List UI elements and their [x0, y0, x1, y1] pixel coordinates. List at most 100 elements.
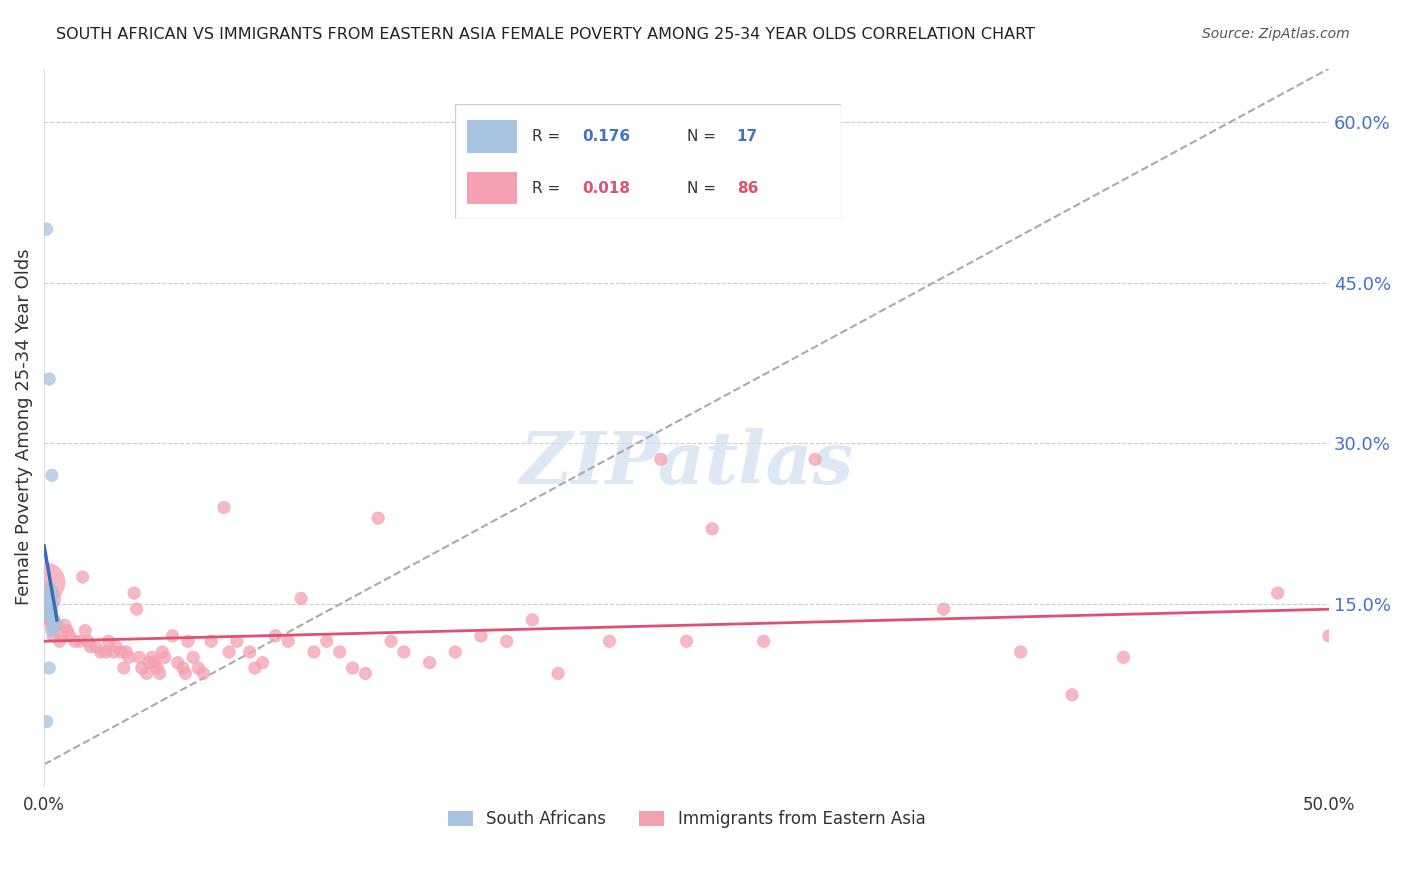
Point	[122, 586, 145, 600]
Point	[315, 634, 337, 648]
Point	[37, 597, 59, 611]
Point	[1010, 645, 1032, 659]
Point	[115, 645, 138, 659]
Point	[495, 634, 517, 648]
Point	[252, 656, 274, 670]
Point	[38, 372, 60, 386]
Point	[39, 597, 62, 611]
Point	[75, 624, 97, 638]
Point	[51, 629, 73, 643]
Point	[103, 645, 125, 659]
Point	[150, 645, 173, 659]
Point	[804, 452, 827, 467]
Point	[598, 634, 620, 648]
Text: ZIPatlas: ZIPatlas	[519, 427, 853, 499]
Point	[138, 656, 160, 670]
Point	[264, 629, 287, 643]
Y-axis label: Female Poverty Among 25-34 Year Olds: Female Poverty Among 25-34 Year Olds	[15, 249, 32, 606]
Point	[277, 634, 299, 648]
Point	[243, 661, 266, 675]
Point	[41, 468, 63, 483]
Point	[38, 607, 60, 622]
Point	[932, 602, 955, 616]
Point	[302, 645, 325, 659]
Point	[35, 591, 58, 606]
Point	[38, 602, 60, 616]
Text: SOUTH AFRICAN VS IMMIGRANTS FROM EASTERN ASIA FEMALE POVERTY AMONG 25-34 YEAR OL: SOUTH AFRICAN VS IMMIGRANTS FROM EASTERN…	[56, 27, 1035, 42]
Text: 50.0%: 50.0%	[1303, 797, 1355, 814]
Point	[354, 666, 377, 681]
Point	[470, 629, 492, 643]
Point	[97, 634, 120, 648]
Point	[177, 634, 200, 648]
Point	[193, 666, 215, 681]
Point	[522, 613, 544, 627]
Point	[212, 500, 235, 515]
Point	[35, 597, 58, 611]
Point	[38, 661, 60, 675]
Point	[419, 656, 441, 670]
Point	[146, 661, 169, 675]
Point	[1060, 688, 1083, 702]
Point	[162, 629, 184, 643]
Point	[128, 650, 150, 665]
Point	[34, 575, 56, 590]
Point	[149, 666, 172, 681]
Point	[35, 222, 58, 236]
Point	[174, 666, 197, 681]
Text: 0.0%: 0.0%	[22, 797, 65, 814]
Point	[53, 618, 76, 632]
Point	[84, 640, 107, 654]
Point	[172, 661, 194, 675]
Point	[34, 586, 56, 600]
Point	[90, 645, 112, 659]
Legend: South Africans, Immigrants from Eastern Asia: South Africans, Immigrants from Eastern …	[441, 804, 932, 835]
Point	[63, 634, 86, 648]
Point	[72, 570, 94, 584]
Point	[181, 650, 204, 665]
Point	[44, 613, 66, 627]
Point	[44, 618, 66, 632]
Point	[342, 661, 364, 675]
Point	[37, 607, 59, 622]
Point	[166, 656, 188, 670]
Point	[153, 650, 176, 665]
Point	[118, 650, 141, 665]
Point	[380, 634, 402, 648]
Point	[187, 661, 209, 675]
Point	[69, 634, 91, 648]
Point	[290, 591, 312, 606]
Point	[48, 634, 70, 648]
Point	[38, 591, 60, 606]
Point	[110, 645, 132, 659]
Point	[547, 666, 569, 681]
Point	[225, 634, 247, 648]
Point	[702, 522, 724, 536]
Point	[367, 511, 389, 525]
Point	[650, 452, 672, 467]
Point	[41, 602, 63, 616]
Point	[41, 618, 63, 632]
Point	[135, 666, 157, 681]
Point	[200, 634, 222, 648]
Point	[131, 661, 153, 675]
Point	[141, 650, 163, 665]
Point	[59, 629, 82, 643]
Point	[44, 618, 66, 632]
Point	[112, 661, 135, 675]
Point	[79, 640, 101, 654]
Point	[392, 645, 415, 659]
Point	[35, 607, 58, 622]
Point	[39, 613, 62, 627]
Point	[1317, 629, 1340, 643]
Point	[56, 624, 79, 638]
Point	[675, 634, 697, 648]
Point	[41, 624, 63, 638]
Point	[1267, 586, 1289, 600]
Point	[329, 645, 352, 659]
Point	[37, 602, 59, 616]
Point	[46, 618, 69, 632]
Point	[35, 714, 58, 729]
Point	[105, 640, 128, 654]
Point	[94, 645, 117, 659]
